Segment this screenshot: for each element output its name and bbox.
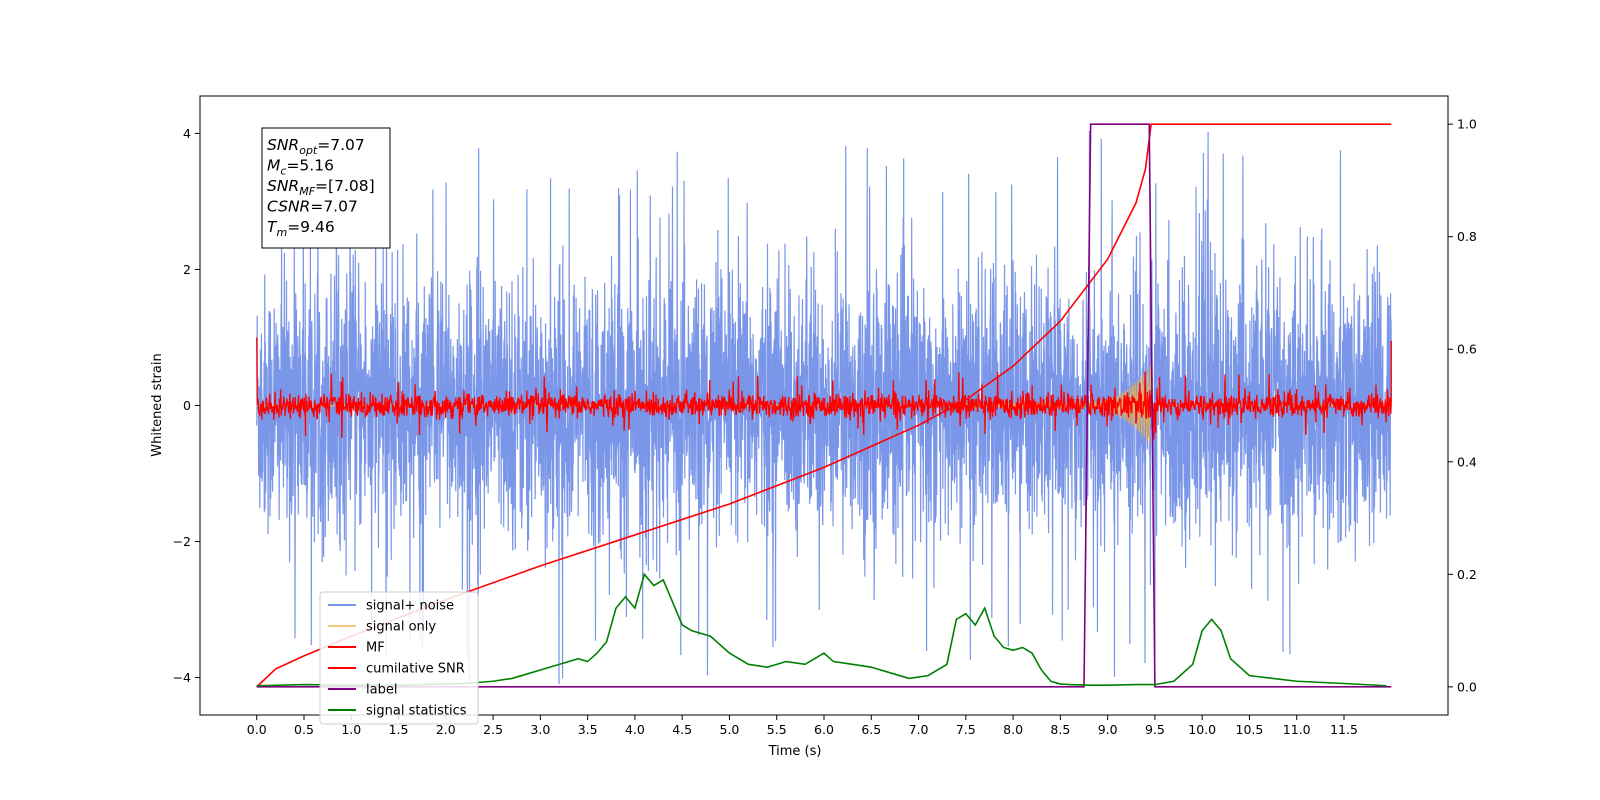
legend-label: signal+ noise	[366, 599, 454, 614]
x-tick-label: 8.5	[1050, 722, 1070, 737]
x-tick-label: 7.0	[909, 722, 929, 737]
info-line: SNRopt=7.07	[267, 136, 365, 157]
x-tick-label: 3.5	[578, 722, 598, 737]
x-tick-label: 9.0	[1098, 722, 1118, 737]
legend-label: signal statistics	[366, 704, 467, 719]
x-tick-label: 4.0	[625, 722, 645, 737]
legend-label: cumilative SNR	[366, 662, 465, 677]
x-tick-label: 6.0	[814, 722, 834, 737]
x-tick-label: 1.0	[341, 722, 361, 737]
x-tick-label: 7.5	[956, 722, 976, 737]
info-line: Mc=5.16	[267, 157, 334, 178]
axes: 0.0 0.5 1.0 1.5 2.0 2.5 3.0 3.5 4.0 4.5 5.0 5.5 6.0 6…	[173, 117, 1477, 737]
x-tick-label: 9.5	[1145, 722, 1165, 737]
y-left-tick-label: 4	[183, 126, 191, 141]
legend: signal+ noise signal only MF cumilative SNR…	[319, 591, 479, 725]
x-tick-label: 11.5	[1330, 722, 1358, 737]
y-right-tick-label: 0.2	[1457, 567, 1477, 582]
y-left-tick-label: 2	[183, 262, 191, 277]
x-tick-label: 2.0	[436, 722, 456, 737]
x-tick-label: 5.5	[767, 722, 787, 737]
x-tick-label: 10.0	[1188, 722, 1216, 737]
x-tick-label: 3.0	[530, 722, 550, 737]
y-axis-label: Whitened strain	[150, 353, 165, 456]
info-line: Tm=9.46	[267, 218, 335, 239]
x-axis-label: Time (s)	[768, 744, 822, 759]
legend-frame	[319, 591, 479, 725]
legend-label: MF	[366, 641, 385, 656]
y-left-tick-label: −2	[173, 534, 191, 549]
legend-label: signal only	[366, 620, 436, 635]
legend-label: label	[366, 683, 397, 698]
y-right-tick-label: 1.0	[1457, 117, 1477, 132]
y-left-tick-label: −4	[173, 670, 191, 685]
x-tick-label: 10.5	[1236, 722, 1264, 737]
x-tick-label: 2.5	[483, 722, 503, 737]
y-right-tick-label: 0.6	[1457, 342, 1477, 357]
series-label-line	[256, 123, 1392, 688]
x-tick-label: 5.0	[720, 722, 740, 737]
x-tick-label: 11.0	[1283, 722, 1311, 737]
x-tick-label: 0.0	[247, 722, 267, 737]
x-tick-label: 1.5	[389, 722, 409, 737]
x-tick-label: 0.5	[294, 722, 314, 737]
x-tick-label: 6.5	[861, 722, 881, 737]
info-line: SNRMF=[7.08]	[267, 177, 375, 198]
x-tick-label: 8.0	[1003, 722, 1023, 737]
y-right-tick-label: 0.8	[1457, 229, 1477, 244]
x-tick-label: 4.5	[672, 722, 692, 737]
series-signal-statistics-line	[256, 572, 1387, 687]
y-right-tick-label: 0.4	[1457, 454, 1477, 469]
series-mf-line	[256, 337, 1392, 440]
info-line: CSNR=7.07	[267, 198, 358, 216]
y-right-tick-label: 0.0	[1457, 679, 1477, 694]
y-left-tick-label: 0	[183, 398, 191, 413]
info-box-frame	[261, 127, 391, 249]
